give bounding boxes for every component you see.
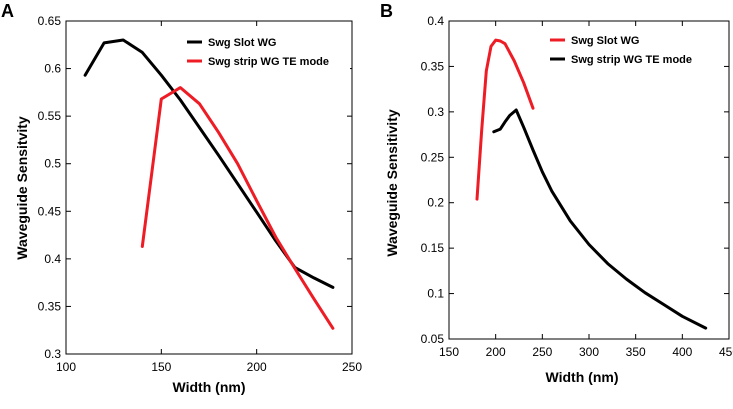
panel-b-y-tick-label: 0.05: [421, 332, 445, 346]
panel-b-x-axis-label: Width (nm): [546, 369, 619, 385]
panel-a-series-swg-strip-wg-te-mode: [140, 86, 335, 330]
panel-a-y-ticks: 0.3 0.35 0.4 0.45 0.5 0.55 0.6 0.65: [38, 14, 352, 361]
panel-b-x-tick-label: 150: [439, 345, 459, 359]
panel-a-x-axis-label: Width (nm): [173, 379, 246, 395]
panel-a-y-tick-label: 0.55: [38, 109, 62, 123]
panel-a: A 0.3 0.35 0.4 0.45 0.5 0.55 0.6 0.65 100 150 200…: [1, 1, 362, 395]
panel-b-legend-label-slot: Swg Slot WG: [571, 35, 639, 47]
panel-a-y-tick-label: 0.65: [38, 14, 62, 28]
panel-b-x-ticks: 150 200 250 300 350 400 450: [439, 21, 733, 359]
panel-b-y-tick-label: 0.15: [421, 241, 445, 255]
panel-a-legend-box: [182, 28, 350, 74]
panel-a-legend: Swg Slot WG Swg strip WG TE mode: [182, 28, 350, 74]
panel-b-legend-label-strip: Swg strip WG TE mode: [571, 54, 692, 66]
panel-a-series: [83, 38, 335, 330]
panel-b-y-tick-label: 0.4: [427, 14, 444, 28]
panel-b-letter: B: [380, 1, 393, 21]
panel-a-x-tick-label: 150: [151, 360, 171, 374]
panel-a-legend-label-slot: Swg Slot WG: [208, 37, 276, 49]
panel-b-x-tick-label: 350: [626, 345, 646, 359]
panel-a-y-tick-label: 0.4: [44, 252, 61, 266]
panel-b-x-tick-label: 250: [532, 345, 552, 359]
panel-a-x-tick-label: 200: [247, 360, 267, 374]
panel-b-y-tick-label: 0.35: [421, 59, 445, 73]
panel-a-legend-label-strip: Swg strip WG TE mode: [208, 56, 329, 68]
panel-a-series-swg-slot-wg: [83, 38, 335, 289]
panel-b-y-tick-label: 0.3: [427, 105, 444, 119]
panel-a-x-tick-label: 100: [56, 360, 76, 374]
panel-a-x-tick-label: 250: [342, 360, 362, 374]
panel-b-x-tick-label: 300: [579, 345, 599, 359]
panel-b-y-tick-label: 0.25: [421, 150, 445, 164]
panel-a-y-tick-label: 0.45: [38, 204, 62, 218]
panel-a-y-tick-label: 0.5: [44, 157, 61, 171]
panel-a-letter: A: [1, 1, 14, 21]
panel-a-y-tick-label: 0.6: [44, 62, 61, 76]
panel-b-y-tick-label: 0.1: [427, 287, 444, 301]
panel-a-x-ticks: 100 150 200 250: [56, 21, 362, 374]
panel-b-series-swg-slot-wg: [475, 38, 535, 201]
panel-b-series: [475, 38, 708, 330]
panel-a-y-tick-label: 0.35: [38, 299, 62, 313]
panel-a-y-axis-label: Waveguide Sensitvity: [14, 116, 30, 260]
panel-b-x-tick-label: 200: [486, 345, 506, 359]
panel-b: B 0.05 0.1 0.15 0.2 0.25 0.3 0.35 0.4 150 200 250…: [380, 1, 733, 385]
panel-b-y-axis-label: Waveguide Sensitivity: [384, 109, 400, 257]
panel-b-legend-box: [545, 28, 717, 72]
panel-b-x-tick-label: 400: [672, 345, 692, 359]
panel-b-x-tick-label: 450: [719, 345, 733, 359]
panel-b-y-tick-label: 0.2: [427, 196, 444, 210]
panel-b-series-swg-strip-wg-te-mode: [492, 108, 708, 330]
panel-a-plot-frame: [65, 20, 353, 355]
panel-b-legend: Swg Slot WG Swg strip WG TE mode: [545, 28, 717, 72]
panel-b-y-ticks: 0.05 0.1 0.15 0.2 0.25 0.3 0.35 0.4: [421, 14, 729, 346]
panel-a-y-tick-label: 0.3: [44, 347, 61, 361]
